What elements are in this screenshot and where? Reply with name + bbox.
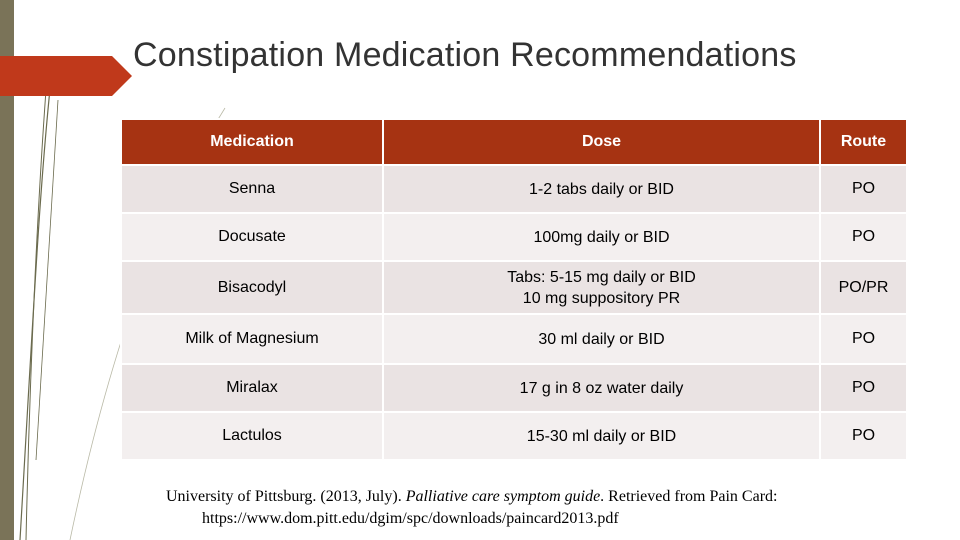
route-cell: PO	[819, 363, 908, 413]
table-row: Milk of Magnesium 30 ml daily or BID PO	[120, 313, 908, 365]
header-dose: Dose	[382, 118, 821, 166]
dose-line: 10 mg suppository PR	[522, 289, 681, 307]
route-cell: PO	[819, 411, 908, 461]
medication-cell: Milk of Magnesium	[120, 313, 384, 365]
route-cell: PO	[819, 164, 908, 214]
citation-suffix: . Retrieved from Pain Card:	[600, 488, 778, 505]
route-cell: PO	[819, 212, 908, 262]
citation-guide-title: Palliative care symptom guide	[405, 488, 601, 505]
slide-title: Constipation Medication Recommendations	[133, 36, 797, 74]
header-medication: Medication	[120, 118, 384, 166]
citation-prefix: University of Pittsburg. (2013, July).	[166, 488, 406, 505]
table-row: Senna 1-2 tabs daily or BID PO	[120, 164, 908, 214]
dose-cell: 1-2 tabs daily or BID	[382, 164, 821, 214]
dose-cell: 17 g in 8 oz water daily	[382, 363, 821, 413]
medication-cell: Miralax	[120, 363, 384, 413]
side-bar	[0, 0, 14, 540]
route-cell: PO/PR	[819, 260, 908, 315]
citation: University of Pittsburg. (2013, July). P…	[166, 486, 926, 530]
dose-cell: 100mg daily or BID	[382, 212, 821, 262]
table-row: Bisacodyl Tabs: 5-15 mg daily or BID 10 …	[120, 260, 908, 315]
table-row: Lactulos 15-30 ml daily or BID PO	[120, 411, 908, 461]
route-cell: PO	[819, 313, 908, 365]
dose-cell: 15-30 ml daily or BID	[382, 411, 821, 461]
table-row: Docusate 100mg daily or BID PO	[120, 212, 908, 262]
medication-table: Medication Dose Route Senna 1-2 tabs dai…	[120, 118, 908, 461]
dose-line: Tabs: 5-15 mg daily or BID	[507, 268, 696, 286]
table-header-row: Medication Dose Route	[120, 118, 908, 166]
header-route: Route	[819, 118, 908, 166]
table-row: Miralax 17 g in 8 oz water daily PO	[120, 363, 908, 413]
medication-cell: Docusate	[120, 212, 384, 262]
accent-arrow-shape	[0, 56, 132, 96]
dose-cell: Tabs: 5-15 mg daily or BID 10 mg supposi…	[382, 260, 821, 315]
medication-cell: Bisacodyl	[120, 260, 384, 315]
dose-cell: 30 ml daily or BID	[382, 313, 821, 365]
medication-cell: Senna	[120, 164, 384, 214]
medication-cell: Lactulos	[120, 411, 384, 461]
citation-url[interactable]: https://www.dom.pitt.edu/dgim/spc/downlo…	[202, 510, 619, 527]
